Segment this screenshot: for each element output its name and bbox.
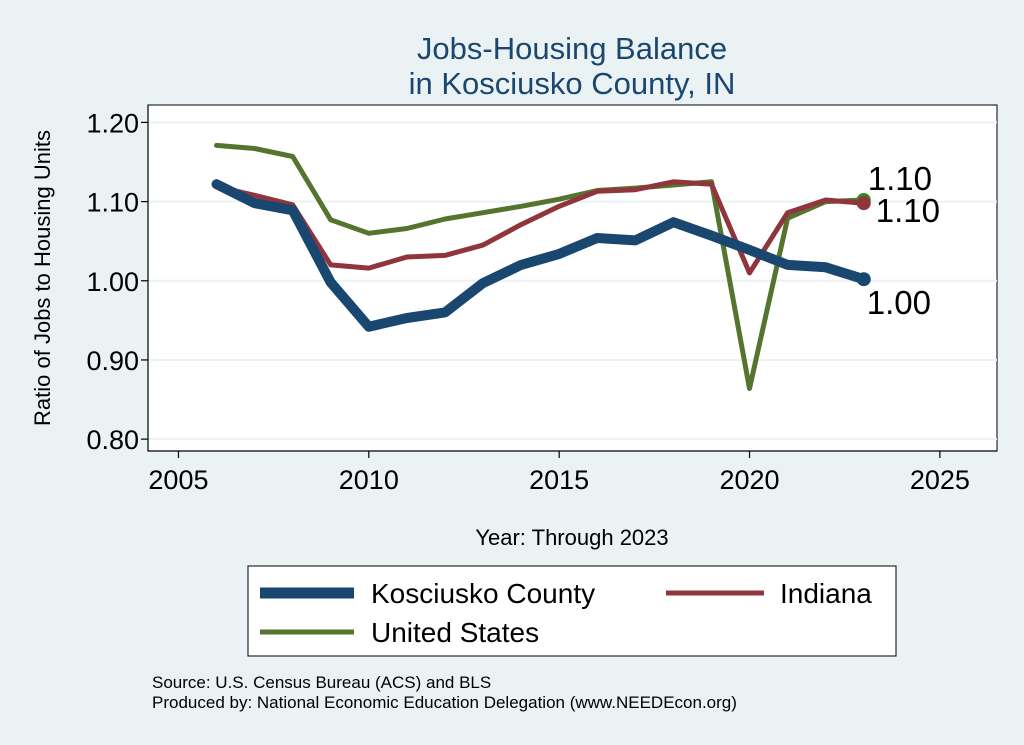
y-axis: 0.80 0.90 1.00 1.10 1.20 xyxy=(86,105,149,455)
end-label-kosciusko-county: 1.00 xyxy=(867,284,931,321)
y-tick-label: 1.00 xyxy=(86,267,139,297)
x-axis-label: Year: Through 2023 xyxy=(475,525,668,550)
y-tick-label: 0.80 xyxy=(86,425,139,455)
legend-label-kosciusko-county: Kosciusko County xyxy=(371,578,595,609)
x-tick-label: 2010 xyxy=(339,465,399,495)
series-line-united-states xyxy=(214,142,867,391)
y-tick-label: 1.10 xyxy=(86,188,139,218)
x-tick-label: 2005 xyxy=(148,465,208,495)
chart-title-line-1: Jobs-Housing Balance xyxy=(417,31,727,66)
end-marker-indiana xyxy=(856,196,871,211)
series-lines xyxy=(211,142,869,391)
end-markers: 1.00 1.101.10 xyxy=(856,160,940,321)
series-line-kosciusko-county xyxy=(211,179,869,332)
producer-note: Produced by: National Economic Education… xyxy=(152,693,737,712)
end-marker-kosciusko-county xyxy=(856,272,871,287)
chart-title-line-2: in Kosciusko County, IN xyxy=(409,66,736,101)
end-label-united-states: 1.10 xyxy=(868,160,932,197)
end-label-indiana: 1.10 xyxy=(876,192,940,229)
legend: Kosciusko County Indiana United States xyxy=(247,565,897,657)
x-axis: 2005 2010 2015 2020 2025 xyxy=(148,450,997,495)
legend-box xyxy=(247,565,897,657)
legend-label-indiana: Indiana xyxy=(780,578,872,609)
source-note: Source: U.S. Census Bureau (ACS) and BLS xyxy=(152,673,491,692)
series-line-indiana xyxy=(214,179,867,276)
legend-label-united-states: United States xyxy=(371,617,539,648)
y-axis-label: Ratio of Jobs to Housing Units xyxy=(30,130,55,426)
x-tick-label: 2020 xyxy=(719,465,779,495)
x-tick-label: 2015 xyxy=(529,465,589,495)
y-tick-label: 1.20 xyxy=(86,108,139,138)
y-tick-label: 0.90 xyxy=(86,346,139,376)
x-tick-label: 2025 xyxy=(910,465,970,495)
